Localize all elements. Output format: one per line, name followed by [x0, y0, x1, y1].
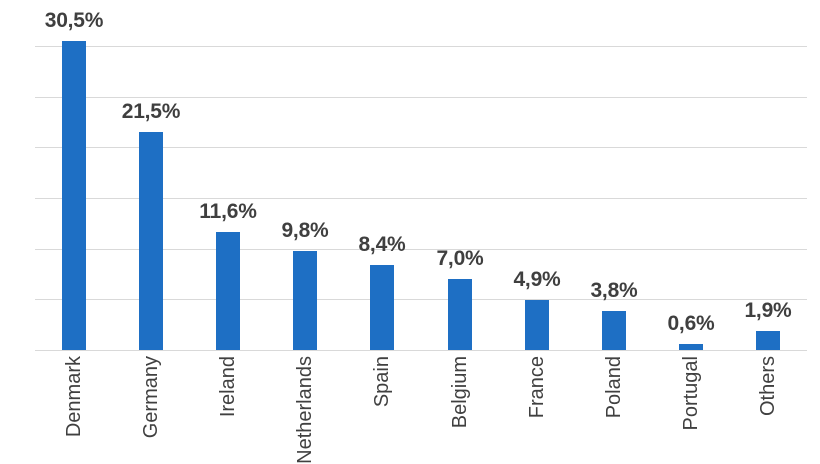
- category-label-belgium: Belgium: [449, 356, 471, 429]
- bar-denmark: [62, 41, 86, 350]
- bar-belgium: [448, 279, 472, 350]
- gridline-20pct: [35, 147, 807, 148]
- gridline-5pct: [35, 299, 807, 300]
- category-label-netherlands: Netherlands: [294, 356, 316, 464]
- value-label-france: 4,9%: [513, 268, 561, 291]
- bar-poland: [602, 311, 626, 350]
- category-label-others: Others: [757, 356, 779, 417]
- gridline-15pct: [35, 198, 807, 199]
- gridline-10pct: [35, 249, 807, 250]
- bar-others: [756, 331, 780, 350]
- value-label-portugal: 0,6%: [667, 312, 715, 335]
- category-label-france: France: [526, 356, 548, 419]
- category-label-denmark: Denmark: [63, 356, 85, 438]
- category-label-germany: Germany: [140, 356, 162, 439]
- bar-netherlands: [293, 251, 317, 350]
- gridline-0pct: [35, 350, 807, 351]
- value-label-denmark: 30,5%: [44, 9, 104, 32]
- bar-ireland: [216, 232, 240, 350]
- value-label-ireland: 11,6%: [199, 200, 257, 223]
- category-label-poland: Poland: [603, 356, 625, 419]
- bar-portugal: [679, 344, 703, 350]
- value-label-poland: 3,8%: [590, 279, 638, 302]
- value-label-germany: 21,5%: [121, 100, 181, 123]
- category-label-spain: Spain: [371, 356, 393, 408]
- gridline-30pct: [35, 46, 807, 47]
- category-label-ireland: Ireland: [217, 356, 239, 418]
- value-label-others: 1,9%: [744, 299, 792, 322]
- gridline-25pct: [35, 97, 807, 98]
- value-label-netherlands: 9,8%: [281, 219, 329, 242]
- bar-france: [525, 300, 549, 350]
- bar-germany: [139, 132, 163, 350]
- category-label-portugal: Portugal: [680, 356, 702, 431]
- value-label-spain: 8,4%: [358, 233, 406, 256]
- bar-spain: [370, 265, 394, 350]
- value-label-belgium: 7,0%: [436, 247, 484, 270]
